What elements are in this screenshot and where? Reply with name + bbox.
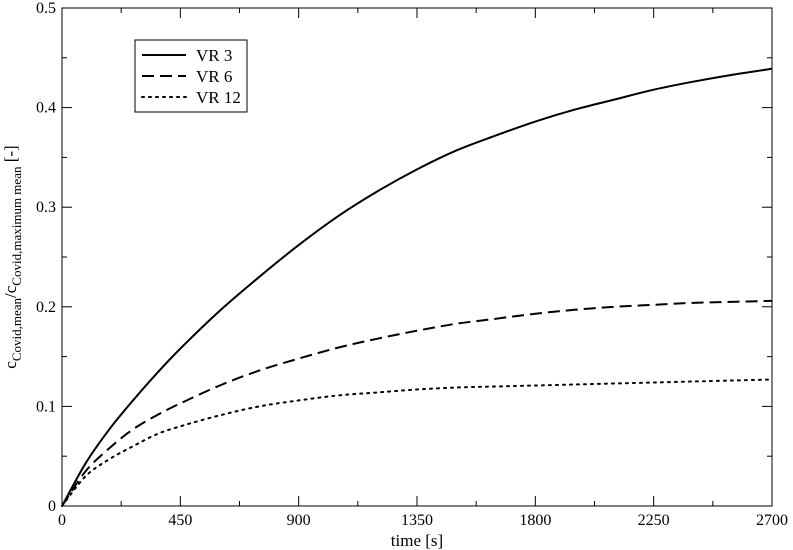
x-tick-label: 2250 bbox=[638, 512, 670, 529]
legend-label: VR 3 bbox=[196, 46, 232, 65]
y-axis-label: cCovid,mean/cCovid,maximum mean [-] bbox=[1, 145, 24, 368]
y-axis-label-unit: [-] bbox=[1, 145, 20, 166]
series-line-vr-3 bbox=[61, 67, 773, 507]
axis-ticks bbox=[61, 7, 773, 507]
x-tick-label: 0 bbox=[58, 512, 66, 529]
series-lines bbox=[61, 67, 773, 507]
x-axis-label: time [s] bbox=[391, 531, 443, 550]
x-tick-label: 900 bbox=[287, 512, 311, 529]
y-axis-label-c: c bbox=[1, 361, 20, 369]
series-line-vr-12 bbox=[61, 378, 773, 507]
axis-tick-labels: 0 450 900 1350 1800 2250 2700 0 0.1 0.2 0.3 0.4 0.5 bbox=[36, 0, 788, 529]
legend-label: VR 12 bbox=[196, 88, 241, 107]
x-tick-label: 450 bbox=[168, 512, 192, 529]
y-axis-label-sub2: Covid,maximum mean bbox=[9, 166, 24, 286]
y-axis-label-slash: /c bbox=[1, 285, 20, 298]
series-line-vr-6 bbox=[61, 299, 773, 507]
y-axis-label-sub1: Covid,mean bbox=[9, 297, 24, 361]
x-tick-label: 1350 bbox=[401, 512, 433, 529]
legend-entries: VR 3 VR 6 VR 12 bbox=[141, 46, 241, 107]
y-tick-label: 0.4 bbox=[36, 100, 56, 117]
legend-label: VR 6 bbox=[196, 67, 232, 86]
y-tick-label: 0.3 bbox=[36, 199, 56, 216]
legend: VR 3 VR 6 VR 12 bbox=[134, 39, 248, 113]
x-tick-label: 1800 bbox=[519, 512, 551, 529]
y-tick-label: 0.1 bbox=[36, 398, 56, 415]
x-tick-label: 2700 bbox=[756, 512, 788, 529]
y-tick-label: 0.2 bbox=[36, 299, 56, 316]
y-tick-label: 0 bbox=[48, 498, 56, 515]
y-tick-label: 0.5 bbox=[36, 0, 56, 17]
